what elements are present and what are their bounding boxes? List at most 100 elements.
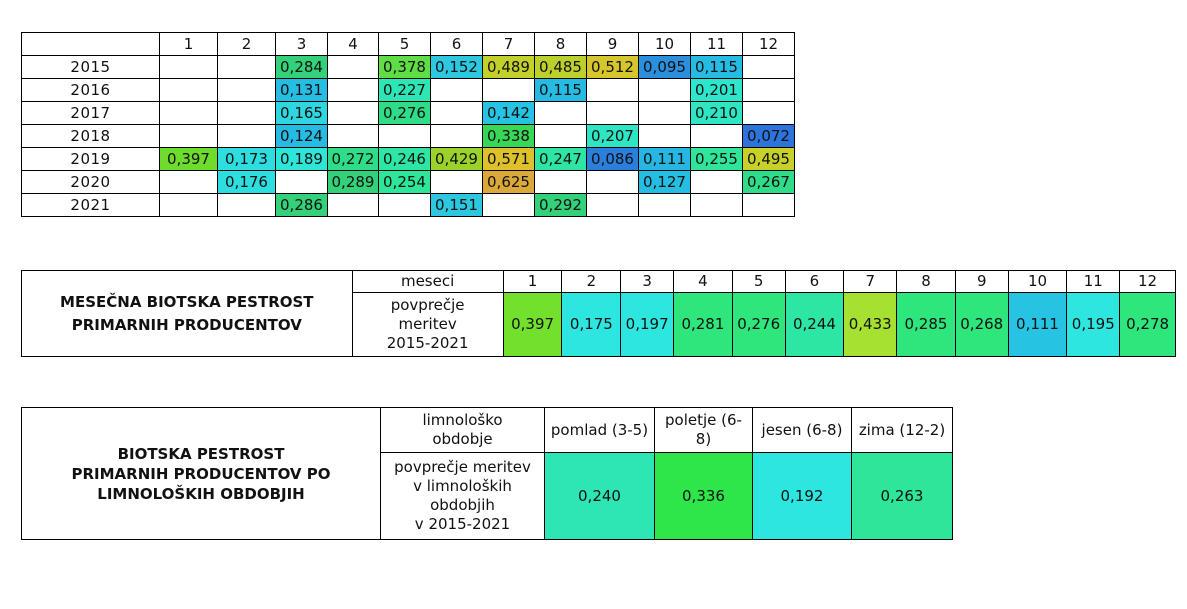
month-average-value: 0,111 [1007, 292, 1068, 357]
value-cell [534, 101, 587, 125]
month-header: 6 [430, 32, 483, 56]
period-value: 0,263 [851, 452, 953, 540]
month-header: 9 [586, 32, 639, 56]
value-cell [586, 170, 639, 194]
label-line: meritev [398, 315, 457, 333]
value-cell: 0,152 [430, 55, 483, 79]
value-cell [159, 55, 218, 79]
value-cell: 0,246 [378, 147, 431, 171]
value-cell: 0,189 [275, 147, 328, 171]
value-cell [638, 78, 691, 102]
value-cell: 0,086 [586, 147, 639, 171]
month-average-value: 0,278 [1119, 292, 1176, 357]
value-cell: 0,272 [327, 147, 379, 171]
month-header: 5 [378, 32, 431, 56]
seasonal-title: BIOTSKA PESTROST PRIMARNIH PRODUCENTOV P… [21, 407, 381, 540]
value-cell: 0,111 [638, 147, 691, 171]
value-cell [638, 193, 691, 217]
year-row: 2018 0,124 0,338 0,207 0,072 [21, 124, 795, 148]
average-row: povprečje meritev 2015-2021 0,397 0,175 0,… [22, 292, 1176, 357]
value-cell [378, 193, 431, 217]
value-cell [482, 78, 535, 102]
year-row: 2016 0,131 0,227 0,115 0,201 [21, 78, 795, 102]
month-header: 7 [482, 32, 535, 56]
meseci-label: meseci [351, 270, 504, 293]
label-line: v 2015-2021 [414, 515, 511, 533]
value-cell [430, 78, 483, 102]
label-line: 8) [695, 430, 712, 448]
value-cell [534, 124, 587, 148]
year-label: 2017 [21, 101, 160, 125]
year-row: 2015 0,284 0,378 0,152 0,489 0,485 0,512 0,095 0… [21, 55, 795, 79]
value-cell: 0,124 [275, 124, 328, 148]
value-cell [327, 124, 379, 148]
month-header: 8 [896, 270, 956, 293]
period-header-summer: poletje (6- 8) [654, 407, 753, 453]
value-cell: 0,207 [586, 124, 639, 148]
value-cell [327, 101, 379, 125]
title-line: PRIMARNIH PRODUCENTOV [71, 315, 302, 334]
value-cell [586, 101, 639, 125]
label-line: obdobje [432, 430, 493, 448]
period-label: limnološko obdobje [380, 407, 545, 453]
value-cell: 0,429 [430, 147, 483, 171]
month-header: 1 [159, 32, 218, 56]
value-cell: 0,173 [217, 147, 276, 171]
value-cell [159, 193, 218, 217]
label-line: povprečje meritev [394, 458, 531, 476]
value-cell: 0,397 [159, 147, 218, 171]
month-header: 12 [742, 32, 795, 56]
label-line: v limnoloških [413, 477, 512, 495]
value-cell: 0,284 [275, 55, 328, 79]
month-average-value: 0,197 [620, 292, 675, 357]
monthly-average-table: MESEČNA BIOTSKA PESTROST PRIMARNIH PRODU… [21, 270, 1176, 357]
month-header: 3 [275, 32, 328, 56]
month-header: 11 [1066, 270, 1121, 293]
value-cell [327, 55, 379, 79]
month-average-value: 0,433 [843, 292, 898, 357]
value-cell: 0,267 [742, 170, 795, 194]
value-cell [742, 55, 795, 79]
value-cell [217, 193, 276, 217]
year-row: 2017 0,165 0,276 0,142 0,210 [21, 101, 795, 125]
value-cell [586, 193, 639, 217]
value-cell: 0,292 [534, 193, 587, 217]
month-average-value: 0,276 [731, 292, 786, 357]
month-header: 4 [327, 32, 379, 56]
year-label: 2019 [21, 147, 160, 171]
period-value: 0,336 [654, 452, 753, 540]
value-cell: 0,255 [690, 147, 743, 171]
yearly-monthly-table: 1 2 3 4 5 6 7 8 9 10 11 12 2015 0,284 0,37… [21, 32, 795, 217]
value-cell: 0,485 [534, 55, 587, 79]
month-average-value: 0,268 [954, 292, 1009, 357]
value-cell: 0,165 [275, 101, 328, 125]
value-cell [690, 193, 743, 217]
value-cell [430, 101, 483, 125]
label-line: poletje (6- [665, 411, 742, 429]
value-cell: 0,338 [482, 124, 535, 148]
year-row: 2020 0,176 0,289 0,254 0,625 0,127 0,267 [21, 170, 795, 194]
month-header: 12 [1119, 270, 1176, 293]
month-average-value: 0,244 [784, 292, 845, 357]
year-row: 2019 0,397 0,173 0,189 0,272 0,246 0,429 0,571 0… [21, 147, 795, 171]
value-cell [159, 101, 218, 125]
month-header: 4 [673, 270, 733, 293]
month-header: 2 [561, 270, 622, 293]
month-average-value: 0,285 [896, 292, 956, 357]
value-cell [742, 193, 795, 217]
value-cell [742, 101, 795, 125]
value-cell: 0,151 [430, 193, 483, 217]
month-header: 10 [638, 32, 691, 56]
value-cell [638, 101, 691, 125]
month-header: 11 [690, 32, 743, 56]
month-header: 8 [534, 32, 587, 56]
value-cell: 0,495 [742, 147, 795, 171]
value-cell [690, 124, 743, 148]
month-average-value: 0,281 [673, 292, 733, 357]
value-cell: 0,095 [638, 55, 691, 79]
month-header: 10 [1007, 270, 1068, 293]
value-cell: 0,625 [482, 170, 535, 194]
month-average-value: 0,195 [1066, 292, 1121, 357]
period-average-row: povprečje meritev v limnoloških obdobjih… [22, 452, 953, 540]
month-header: 2 [217, 32, 276, 56]
